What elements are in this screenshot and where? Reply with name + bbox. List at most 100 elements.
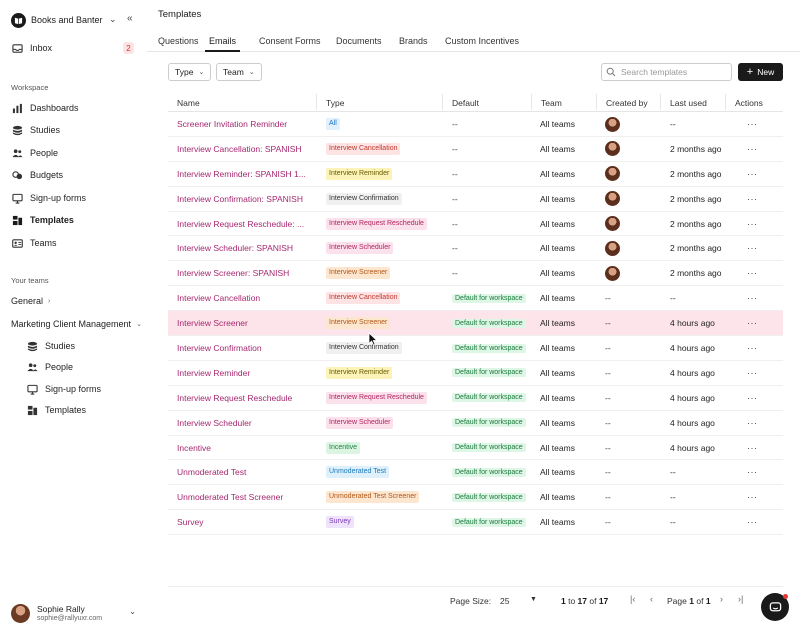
column-header-default[interactable]: Default — [452, 98, 479, 108]
template-name-link[interactable]: Interview Screener — [177, 318, 248, 329]
column-header-created-by[interactable]: Created by — [606, 98, 648, 108]
search-input[interactable] — [621, 67, 726, 77]
row-actions-button[interactable]: ··· — [747, 367, 758, 378]
table-row[interactable]: Interview Confirmation: SPANISH Intervie… — [168, 187, 783, 212]
column-header-type[interactable]: Type — [326, 98, 345, 108]
row-actions-button[interactable]: ··· — [747, 168, 758, 179]
tab-documents[interactable]: Documents — [336, 36, 382, 46]
column-divider[interactable] — [531, 94, 532, 110]
table-row[interactable]: Screener Invitation Reminder All -- All … — [168, 112, 783, 137]
team-item-studies[interactable]: Studies — [26, 338, 141, 354]
first-page-icon[interactable]: |‹ — [630, 594, 636, 604]
row-actions-button[interactable]: ··· — [747, 417, 758, 428]
row-actions-button[interactable]: ··· — [747, 243, 758, 254]
next-page-icon[interactable]: › — [720, 594, 723, 604]
row-actions-button[interactable]: ··· — [747, 517, 758, 528]
type-filter-button[interactable]: Type ⌄ — [168, 63, 212, 81]
new-template-button[interactable]: + New — [738, 63, 783, 81]
column-header-team[interactable]: Team — [541, 98, 562, 108]
table-row[interactable]: Interview Screener: SPANISH Interview Sc… — [168, 261, 783, 287]
search-box[interactable] — [601, 63, 732, 81]
table-row[interactable]: Interview Confirmation Interview Confirm… — [168, 336, 783, 361]
template-name-link[interactable]: Survey — [177, 517, 204, 528]
column-divider[interactable] — [442, 94, 443, 110]
org-switcher[interactable]: Books and Banter ⌄ « — [11, 11, 139, 29]
table-row[interactable]: Interview Cancellation: SPANISH Intervie… — [168, 137, 783, 162]
template-name-link[interactable]: Interview Confirmation: SPANISH — [177, 193, 303, 204]
sidebar-item-dashboards[interactable]: Dashboards — [11, 100, 136, 116]
previous-page-icon[interactable]: ‹ — [650, 594, 653, 604]
user-menu[interactable]: Sophie Rally sophie@rallyuxr.com ⌄ — [11, 600, 139, 626]
sidebar-item-people[interactable]: People — [11, 145, 136, 161]
chevron-down-icon[interactable]: ⌄ — [109, 14, 117, 24]
template-name-link[interactable]: Unmoderated Test Screener — [177, 492, 284, 503]
team-item-people[interactable]: People — [26, 359, 141, 375]
template-name-link[interactable]: Interview Screener: SPANISH — [177, 268, 290, 279]
table-row[interactable]: Survey Survey Default for workspace All … — [168, 510, 783, 536]
row-actions-button[interactable]: ··· — [747, 268, 758, 279]
tab-emails[interactable]: Emails — [205, 36, 241, 52]
page-size-caret-icon[interactable]: ▼ — [530, 596, 537, 603]
table-row[interactable]: Interview Reminder: SPANISH 1... Intervi… — [168, 162, 783, 187]
tab-brands[interactable]: Brands — [399, 36, 428, 46]
table-row[interactable]: Interview Scheduler: SPANISH Interview S… — [168, 236, 783, 262]
collapse-sidebar-icon[interactable]: « — [127, 13, 133, 24]
tab-custom-incentives[interactable]: Custom Incentives — [445, 36, 520, 46]
sidebar-item-templates[interactable]: Templates — [11, 212, 136, 228]
template-name-link[interactable]: Interview Scheduler — [177, 417, 252, 428]
row-actions-button[interactable]: ··· — [747, 442, 758, 453]
last-page-icon[interactable]: ›| — [738, 594, 744, 604]
template-name-link[interactable]: Interview Scheduler: SPANISH — [177, 243, 294, 254]
team-item-signup-forms[interactable]: Sign-up forms — [26, 381, 141, 397]
column-header-name[interactable]: Name — [177, 98, 200, 108]
table-row[interactable]: Unmoderated Test Unmoderated Test Defaul… — [168, 460, 783, 486]
team-filter-button[interactable]: Team ⌄ — [216, 63, 262, 81]
row-actions-button[interactable]: ··· — [747, 343, 758, 354]
row-actions-button[interactable]: ··· — [747, 467, 758, 478]
template-name-link[interactable]: Screener Invitation Reminder — [177, 119, 288, 129]
table-row[interactable]: Interview Request Reschedule: ... Interv… — [168, 212, 783, 237]
table-row[interactable]: Interview Request Reschedule Interview R… — [168, 386, 783, 411]
row-actions-button[interactable]: ··· — [747, 293, 758, 304]
row-actions-button[interactable]: ··· — [747, 119, 758, 129]
column-divider[interactable] — [725, 94, 726, 110]
template-name-link[interactable]: Incentive — [177, 442, 212, 453]
sidebar-item-inbox[interactable]: Inbox 2 — [11, 40, 136, 56]
row-actions-button[interactable]: ··· — [747, 318, 758, 329]
sidebar-item-teams[interactable]: Teams — [11, 235, 136, 251]
template-name-link[interactable]: Interview Cancellation — [177, 293, 261, 304]
tab-consent-forms[interactable]: Consent Forms — [259, 36, 321, 46]
page-size-select[interactable]: 25 — [500, 596, 510, 606]
template-name-link[interactable]: Interview Cancellation: SPANISH — [177, 143, 302, 154]
template-name-link[interactable]: Interview Reminder — [177, 367, 251, 378]
team-item-templates[interactable]: Templates — [26, 402, 141, 418]
team-group-marketing[interactable]: Marketing Client Management ⌄ — [11, 319, 142, 329]
sidebar-item-studies[interactable]: Studies — [11, 122, 136, 138]
template-name-link[interactable]: Interview Confirmation — [177, 343, 262, 354]
tab-questions[interactable]: Questions — [158, 36, 199, 46]
table-row[interactable]: Interview Scheduler Interview Scheduler … — [168, 411, 783, 436]
row-actions-button[interactable]: ··· — [747, 392, 758, 403]
row-actions-button[interactable]: ··· — [747, 143, 758, 154]
column-divider[interactable] — [660, 94, 661, 110]
template-name-link[interactable]: Interview Reminder: SPANISH 1... — [177, 168, 306, 179]
last-used-cell: 4 hours ago — [670, 343, 715, 354]
column-divider[interactable] — [316, 94, 317, 110]
table-row[interactable]: Interview Screener Interview Screener De… — [168, 311, 783, 337]
chat-support-button[interactable] — [761, 593, 789, 621]
table-row[interactable]: Interview Cancellation Interview Cancell… — [168, 286, 783, 312]
team-group-general[interactable]: General › — [11, 296, 50, 306]
sidebar-item-budgets[interactable]: Budgets — [11, 167, 136, 183]
table-row[interactable]: Interview Reminder Interview Reminder De… — [168, 361, 783, 386]
row-actions-button[interactable]: ··· — [747, 218, 758, 229]
template-name-link[interactable]: Interview Request Reschedule — [177, 392, 293, 403]
column-divider[interactable] — [596, 94, 597, 110]
template-name-link[interactable]: Unmoderated Test — [177, 467, 247, 478]
template-name-link[interactable]: Interview Request Reschedule: ... — [177, 218, 305, 229]
row-actions-button[interactable]: ··· — [747, 492, 758, 503]
row-actions-button[interactable]: ··· — [747, 193, 758, 204]
table-row[interactable]: Incentive Incentive Default for workspac… — [168, 436, 783, 461]
column-header-last-used[interactable]: Last used — [670, 98, 707, 108]
table-row[interactable]: Unmoderated Test Screener Unmoderated Te… — [168, 485, 783, 511]
sidebar-item-signup-forms[interactable]: Sign-up forms — [11, 190, 136, 206]
